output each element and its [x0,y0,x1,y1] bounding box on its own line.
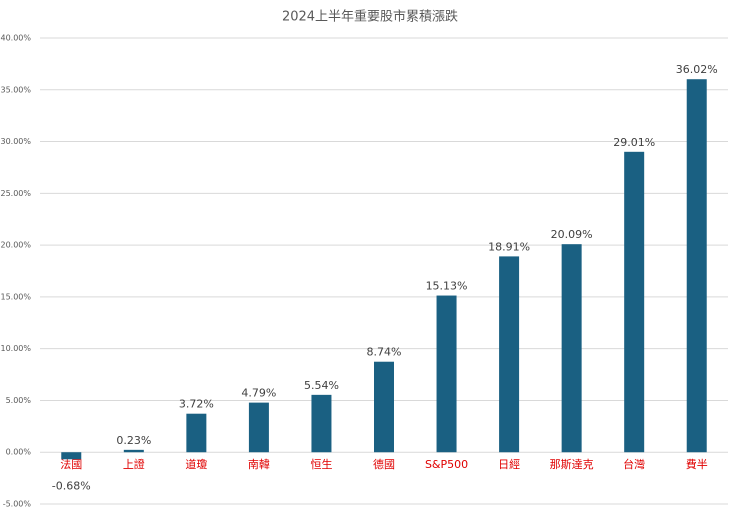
value-label: 29.01% [613,136,655,149]
x-tick-label: 道瓊 [185,457,207,471]
chart-title: 2024上半年重要股市累積漲跌 [282,9,458,25]
value-label: 20.09% [551,228,593,241]
y-tick-label: 15.00% [0,292,31,301]
bar [686,79,707,453]
x-tick-label: 恒生 [310,457,332,471]
value-label: 8.74% [367,346,402,359]
value-label: 36.02% [676,63,718,76]
bar [561,244,582,453]
bar [624,151,645,453]
y-tick-label: 20.00% [0,241,31,250]
x-tick-label: 上證 [123,457,145,471]
x-tick-label: 日經 [498,457,520,471]
x-tick-label: S&P500 [425,458,468,471]
x-tick-label: 南韓 [248,458,270,471]
x-tick-label: 德國 [373,457,395,471]
x-tick-label: 台灣 [623,457,645,471]
value-label: -0.68% [52,479,91,492]
y-tick-label: -5.00% [3,500,32,509]
bar [186,413,207,453]
value-label: 0.23% [116,434,151,447]
x-tick-label: 法國 [60,457,82,471]
value-label: 18.91% [488,240,530,253]
value-label: 5.54% [304,379,339,392]
x-tick-label: 費半 [686,457,708,471]
bar [123,449,144,453]
y-tick-label: 30.00% [0,137,31,146]
y-tick-label: 5.00% [6,396,32,405]
bar [311,394,332,453]
y-tick-label: 10.00% [0,344,31,353]
bar [248,402,269,453]
y-tick-label: 25.00% [0,189,31,198]
y-tick-label: 40.00% [0,34,31,43]
value-label: 4.79% [241,387,276,400]
bar [499,256,520,453]
bar [61,452,82,460]
x-tick-label: 那斯達克 [550,458,594,471]
value-label: 15.13% [426,280,468,293]
value-label: 3.72% [179,398,214,411]
bar [374,361,394,453]
y-tick-label: 35.00% [0,85,31,94]
bar [436,295,457,453]
y-tick-label: 0.00% [6,448,32,457]
